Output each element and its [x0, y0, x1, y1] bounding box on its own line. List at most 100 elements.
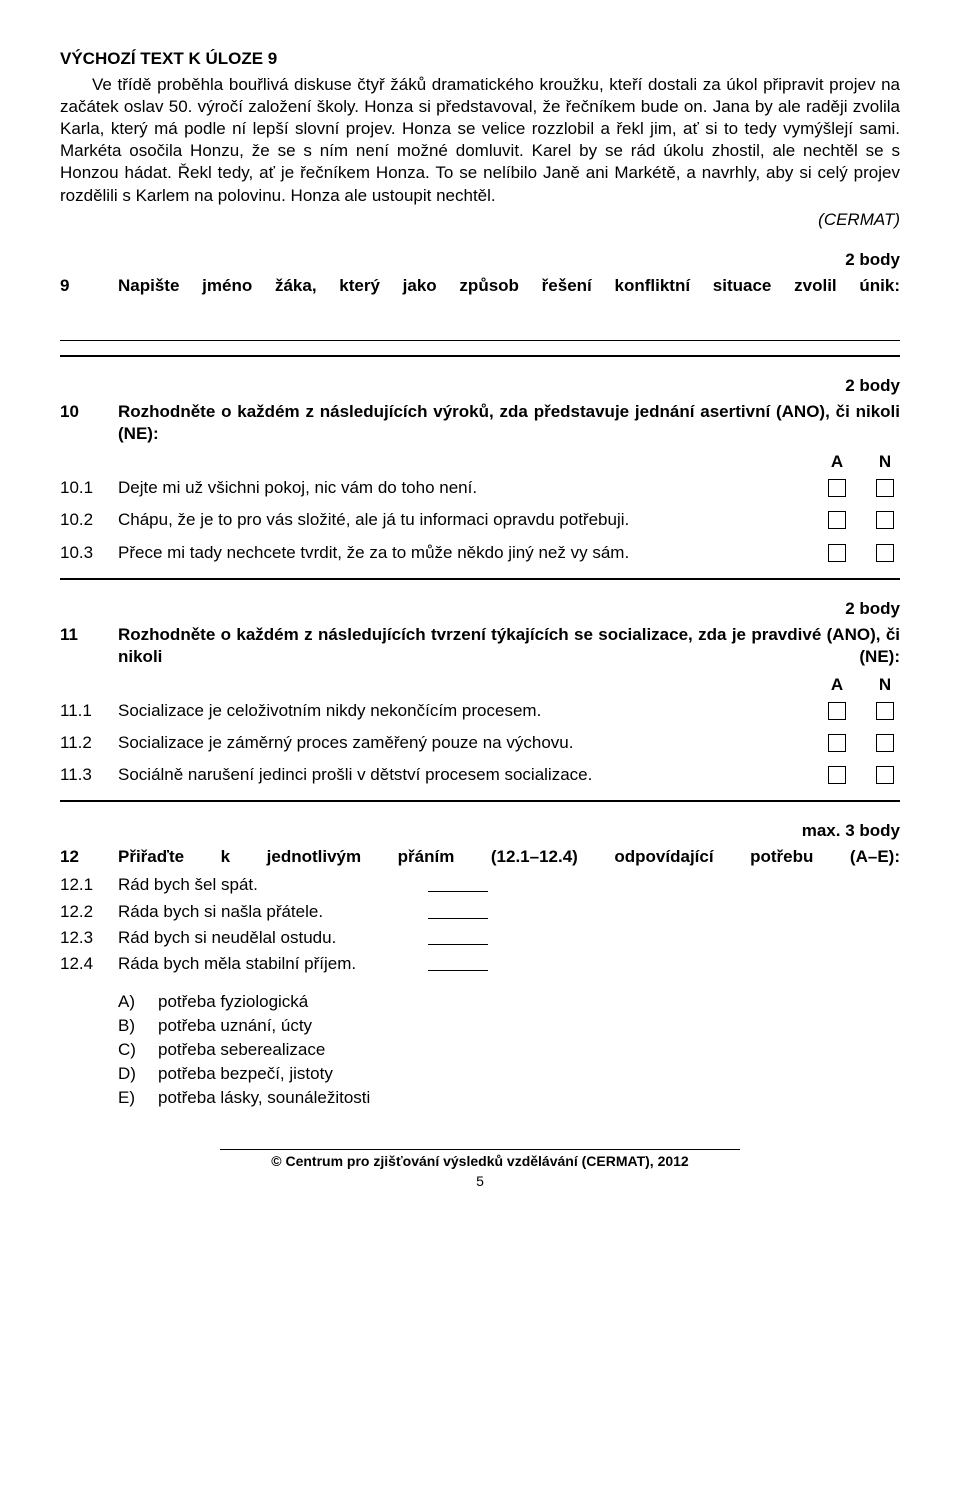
sub-question-row: 10.3Přece mi tady nechcete tvrdit, že za…	[60, 542, 900, 564]
checkbox-ano[interactable]	[828, 702, 846, 720]
question-11: 11 Rozhodněte o každém z následujících t…	[60, 624, 900, 668]
match-answer-blank[interactable]	[428, 953, 488, 971]
question-text: Rozhodněte o každém z následujících tvrz…	[118, 624, 900, 668]
checkbox-ne[interactable]	[876, 544, 894, 562]
col-n-label: N	[876, 451, 894, 473]
section-header: VÝCHOZÍ TEXT K ÚLOZE 9	[60, 48, 900, 70]
option-text: potřeba lásky, sounáležitosti	[158, 1087, 370, 1109]
sub-question-number: 11.3	[60, 764, 118, 786]
sub-question-row: 10.1Dejte mi už všichni pokoj, nic vám d…	[60, 477, 900, 499]
answer-blank-line[interactable]	[60, 313, 900, 341]
checkbox-ano[interactable]	[828, 766, 846, 784]
sub-question-text: Socializace je záměrný proces zaměřený p…	[118, 732, 828, 754]
sub-question-row: 10.2Chápu, že je to pro vás složité, ale…	[60, 509, 900, 531]
checkbox-ano[interactable]	[828, 544, 846, 562]
option-text: potřeba seberealizace	[158, 1039, 325, 1061]
question-12: 12 Přiřaďte k jednotlivým přáním (12.1–1…	[60, 846, 900, 868]
divider	[60, 800, 900, 802]
question-text: Přiřaďte k jednotlivým přáním (12.1–12.4…	[118, 846, 900, 868]
checkbox-ano[interactable]	[828, 734, 846, 752]
option-text: potřeba bezpečí, jistoty	[158, 1063, 333, 1085]
match-number: 12.3	[60, 927, 118, 949]
points-q11: 2 body	[60, 598, 900, 620]
sub-question-text: Sociálně narušení jedinci prošli v dětst…	[118, 764, 828, 786]
question-text: Rozhodněte o každém z následujících výro…	[118, 401, 900, 445]
option-row: E)potřeba lásky, sounáležitosti	[118, 1087, 900, 1109]
divider	[60, 578, 900, 580]
checkbox-group	[828, 700, 900, 720]
match-number: 12.2	[60, 901, 118, 923]
points-q12: max. 3 body	[60, 820, 900, 842]
checkbox-ano[interactable]	[828, 511, 846, 529]
passage-text: Ve třídě proběhla bouřlivá diskuse čtyř …	[60, 74, 900, 207]
footer-copyright: © Centrum pro zjišťování výsledků vzdělá…	[60, 1152, 900, 1170]
checkbox-group	[828, 732, 900, 752]
sub-question-row: 11.1Socializace je celoživotním nikdy ne…	[60, 700, 900, 722]
match-row: 12.1Rád bych šel spát.	[60, 874, 900, 896]
checkbox-ne[interactable]	[876, 479, 894, 497]
match-row: 12.3Rád bych si neudělal ostudu.	[60, 927, 900, 949]
question-10: 10 Rozhodněte o každém z následujících v…	[60, 401, 900, 445]
checkbox-ano[interactable]	[828, 479, 846, 497]
checkbox-group	[828, 509, 900, 529]
checkbox-ne[interactable]	[876, 702, 894, 720]
sub-question-number: 11.2	[60, 732, 118, 754]
checkbox-ne[interactable]	[876, 766, 894, 784]
sub-question-text: Dejte mi už všichni pokoj, nic vám do to…	[118, 477, 828, 499]
sub-question-number: 11.1	[60, 700, 118, 722]
an-column-header: A N	[60, 674, 900, 696]
match-text: Rád bych si neudělal ostudu.	[118, 927, 428, 949]
sub-question-number: 10.1	[60, 477, 118, 499]
matching-options: A)potřeba fyziologickáB)potřeba uznání, …	[118, 991, 900, 1109]
sub-question-text: Přece mi tady nechcete tvrdit, že za to …	[118, 542, 828, 564]
checkbox-group	[828, 542, 900, 562]
checkbox-ne[interactable]	[876, 734, 894, 752]
checkbox-group	[828, 477, 900, 497]
match-answer-blank[interactable]	[428, 901, 488, 919]
col-n-label: N	[876, 674, 894, 696]
sub-question-text: Socializace je celoživotním nikdy nekonč…	[118, 700, 828, 722]
option-letter: D)	[118, 1063, 158, 1085]
sub-question-number: 10.2	[60, 509, 118, 531]
option-letter: E)	[118, 1087, 158, 1109]
option-row: D)potřeba bezpečí, jistoty	[118, 1063, 900, 1085]
option-text: potřeba fyziologická	[158, 991, 308, 1013]
option-text: potřeba uznání, úcty	[158, 1015, 312, 1037]
passage-source: (CERMAT)	[60, 209, 900, 231]
col-a-label: A	[828, 451, 846, 473]
match-answer-blank[interactable]	[428, 874, 488, 892]
checkbox-ne[interactable]	[876, 511, 894, 529]
option-row: A)potřeba fyziologická	[118, 991, 900, 1013]
footer-page-number: 5	[60, 1172, 900, 1190]
question-text: Napište jméno žáka, který jako způsob ře…	[118, 275, 900, 297]
match-row: 12.4Ráda bych měla stabilní příjem.	[60, 953, 900, 975]
footer-rule	[220, 1149, 740, 1150]
option-letter: A)	[118, 991, 158, 1013]
sub-question-number: 10.3	[60, 542, 118, 564]
match-number: 12.4	[60, 953, 118, 975]
match-text: Ráda bych si našla přátele.	[118, 901, 428, 923]
match-text: Rád bych šel spát.	[118, 874, 428, 896]
match-row: 12.2Ráda bych si našla přátele.	[60, 901, 900, 923]
sub-question-row: 11.2Socializace je záměrný proces zaměře…	[60, 732, 900, 754]
points-q9: 2 body	[60, 249, 900, 271]
option-row: C)potřeba seberealizace	[118, 1039, 900, 1061]
checkbox-group	[828, 764, 900, 784]
question-number: 12	[60, 846, 118, 868]
option-letter: B)	[118, 1015, 158, 1037]
col-a-label: A	[828, 674, 846, 696]
sub-question-text: Chápu, že je to pro vás složité, ale já …	[118, 509, 828, 531]
option-row: B)potřeba uznání, úcty	[118, 1015, 900, 1037]
sub-question-row: 11.3Sociálně narušení jedinci prošli v d…	[60, 764, 900, 786]
question-number: 10	[60, 401, 118, 445]
page-footer: © Centrum pro zjišťování výsledků vzdělá…	[60, 1149, 900, 1190]
match-number: 12.1	[60, 874, 118, 896]
match-answer-blank[interactable]	[428, 927, 488, 945]
match-text: Ráda bych měla stabilní příjem.	[118, 953, 428, 975]
question-number: 9	[60, 275, 118, 297]
points-q10: 2 body	[60, 375, 900, 397]
question-number: 11	[60, 624, 118, 668]
question-9: 9 Napište jméno žáka, který jako způsob …	[60, 275, 900, 297]
an-column-header: A N	[60, 451, 900, 473]
divider	[60, 355, 900, 357]
